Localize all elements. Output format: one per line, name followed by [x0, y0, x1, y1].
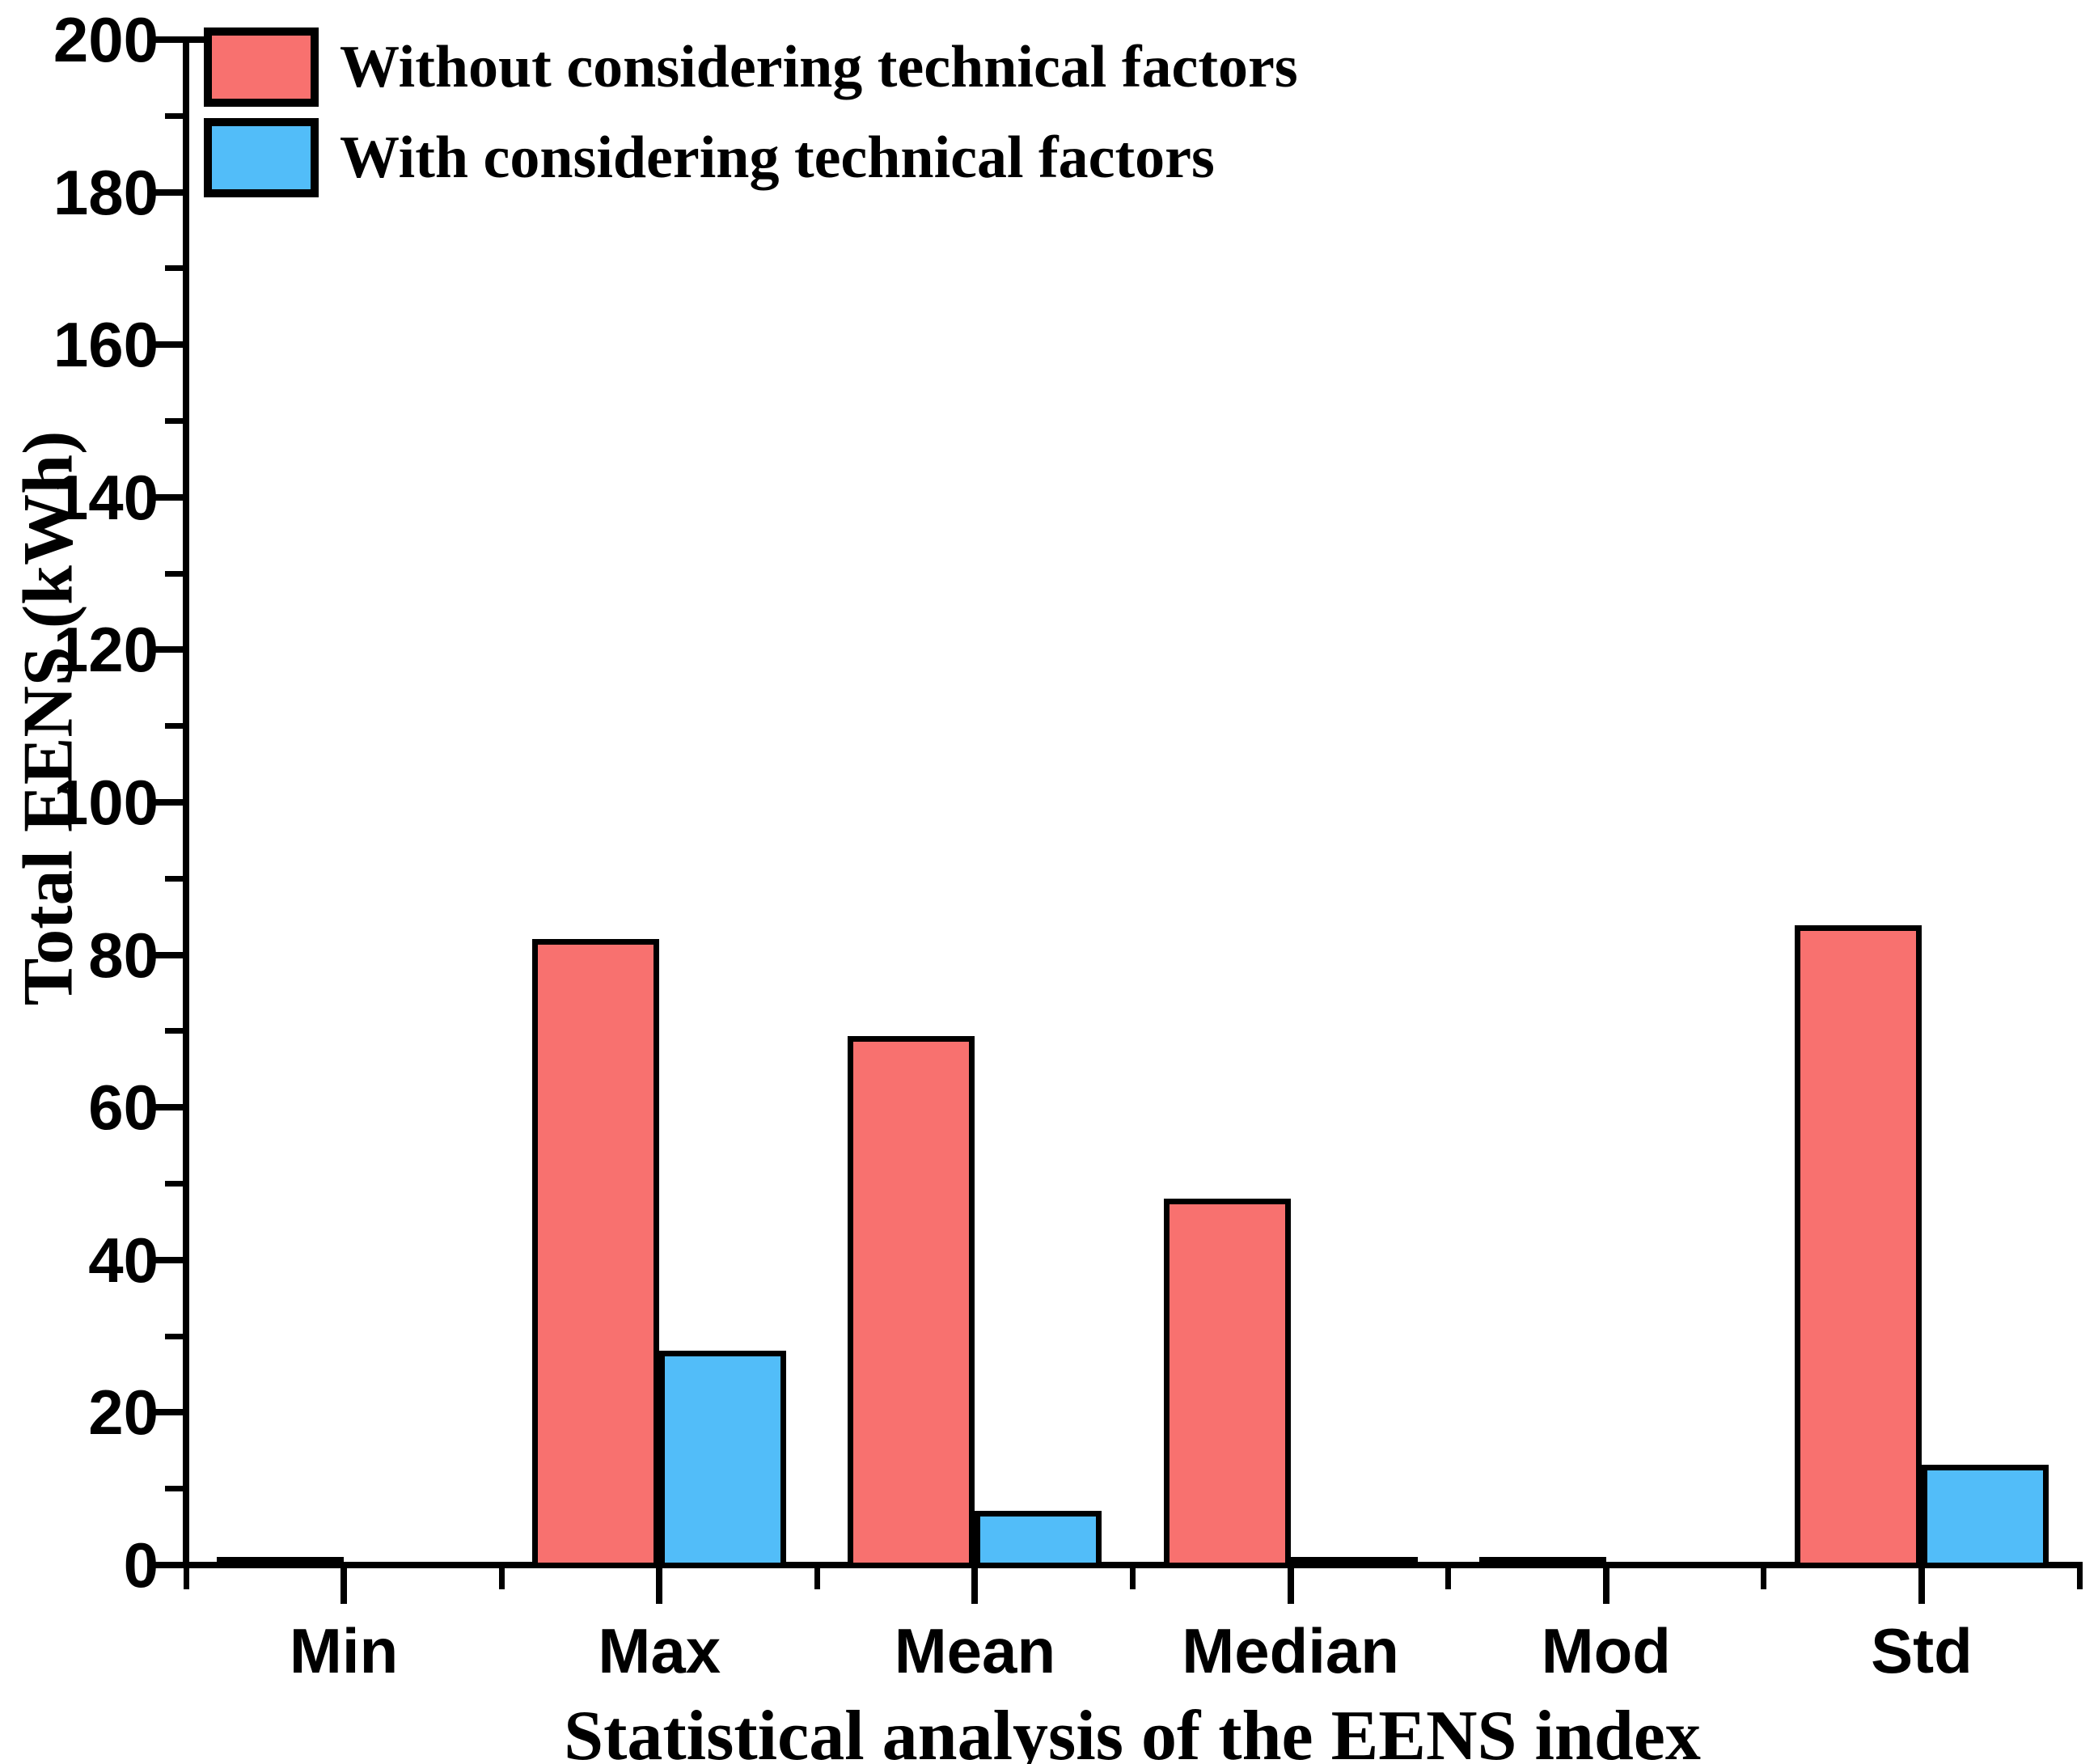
y-major-tick — [152, 1256, 183, 1263]
x-minor-tick — [1445, 1568, 1452, 1589]
y-tick-label: 20 — [88, 1377, 159, 1449]
y-minor-tick — [165, 418, 183, 424]
y-minor-tick — [165, 1028, 183, 1034]
y-tick-label: 120 — [53, 614, 159, 686]
y-tick-label: 140 — [53, 461, 159, 533]
y-major-tick — [152, 36, 183, 43]
x-minor-tick — [1761, 1568, 1767, 1589]
y-major-tick — [152, 951, 183, 958]
bar-mean-series1 — [975, 1511, 1102, 1568]
y-minor-tick — [165, 1333, 183, 1339]
y-major-tick — [152, 188, 183, 196]
legend-label: With considering technical factors — [340, 125, 1215, 191]
y-minor-tick — [165, 265, 183, 272]
x-tick-label: Min — [289, 1615, 399, 1686]
x-minor-tick — [814, 1568, 820, 1589]
x-major-tick — [1287, 1568, 1294, 1604]
y-tick-label: 160 — [53, 309, 159, 381]
bar-min-series0 — [217, 1557, 345, 1568]
x-tick-label: Mod — [1541, 1615, 1671, 1686]
y-tick-label: 200 — [53, 4, 159, 75]
y-major-tick — [152, 646, 183, 654]
y-minor-tick — [165, 570, 183, 577]
x-tick-label: Std — [1871, 1615, 1973, 1686]
bar-std-series0 — [1794, 925, 1922, 1568]
y-axis-title: Total EENS (kWh) — [9, 430, 88, 1006]
x-major-tick — [971, 1568, 979, 1604]
y-major-tick — [152, 341, 183, 349]
x-axis-title: Statistical analysis of the EENS index — [564, 1697, 1701, 1764]
y-tick-label: 80 — [88, 919, 159, 991]
x-axis-line — [183, 1562, 2083, 1568]
y-tick-label: 40 — [88, 1224, 159, 1296]
bar-mean-series0 — [848, 1036, 975, 1568]
legend-swatch-blue — [204, 118, 319, 197]
y-tick-label: 100 — [53, 767, 159, 838]
x-major-tick — [656, 1568, 663, 1604]
legend: Without considering technical factors Wi… — [204, 27, 1298, 209]
y-minor-tick — [165, 1486, 183, 1492]
bar-max-series1 — [659, 1351, 787, 1568]
x-minor-tick — [183, 1568, 189, 1589]
x-major-tick — [341, 1568, 348, 1604]
y-minor-tick — [165, 1181, 183, 1187]
bar-mod-series0 — [1478, 1557, 1606, 1568]
y-tick-label: 0 — [123, 1529, 159, 1601]
y-tick-label: 180 — [53, 156, 159, 228]
y-major-tick — [152, 1409, 183, 1416]
y-tick-label: 60 — [88, 1072, 159, 1144]
y-major-tick — [152, 1562, 183, 1568]
x-minor-tick — [498, 1568, 505, 1589]
y-major-tick — [152, 1104, 183, 1111]
x-tick-label: Max — [598, 1615, 721, 1686]
y-major-tick — [152, 493, 183, 501]
y-minor-tick — [165, 112, 183, 119]
bar-median-series0 — [1163, 1199, 1291, 1568]
x-minor-tick — [1130, 1568, 1136, 1589]
legend-item: Without considering technical factors — [204, 27, 1298, 107]
y-minor-tick — [165, 723, 183, 730]
bar-max-series0 — [532, 939, 660, 1568]
y-axis-line — [183, 36, 189, 1568]
y-major-tick — [152, 799, 183, 806]
legend-swatch-red — [204, 27, 319, 107]
x-major-tick — [1602, 1568, 1609, 1604]
legend-label: Without considering technical factors — [340, 34, 1298, 100]
x-major-tick — [1918, 1568, 1925, 1604]
legend-item: With considering technical factors — [204, 118, 1298, 197]
x-tick-label: Mean — [894, 1615, 1056, 1686]
x-tick-label: Median — [1182, 1615, 1399, 1686]
y-minor-tick — [165, 875, 183, 882]
x-minor-tick — [2076, 1568, 2083, 1589]
bar-std-series1 — [1921, 1465, 2049, 1568]
bar-median-series1 — [1290, 1557, 1418, 1568]
